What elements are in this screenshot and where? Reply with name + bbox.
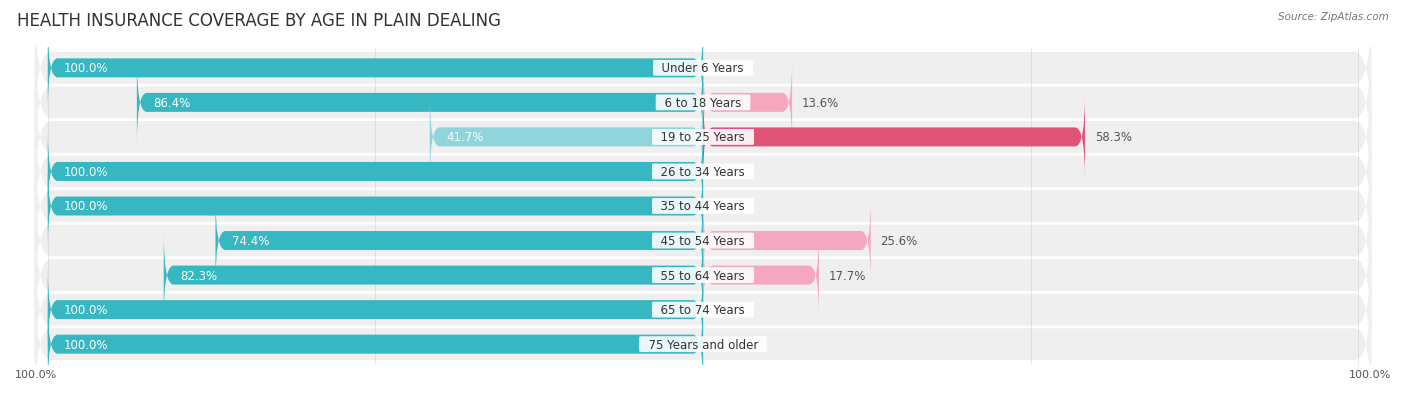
FancyBboxPatch shape (35, 274, 1371, 413)
Text: 58.3%: 58.3% (1095, 131, 1132, 144)
FancyBboxPatch shape (48, 268, 703, 352)
Text: 100.0%: 100.0% (1348, 369, 1391, 379)
FancyBboxPatch shape (35, 136, 1371, 277)
Text: 65 to 74 Years: 65 to 74 Years (654, 304, 752, 316)
FancyBboxPatch shape (430, 95, 703, 180)
FancyBboxPatch shape (163, 233, 703, 318)
Text: 74.4%: 74.4% (232, 235, 270, 247)
Text: HEALTH INSURANCE COVERAGE BY AGE IN PLAIN DEALING: HEALTH INSURANCE COVERAGE BY AGE IN PLAI… (17, 12, 501, 30)
FancyBboxPatch shape (35, 205, 1371, 346)
FancyBboxPatch shape (48, 26, 703, 111)
Text: Source: ZipAtlas.com: Source: ZipAtlas.com (1278, 12, 1389, 22)
Text: 45 to 54 Years: 45 to 54 Years (654, 235, 752, 247)
Text: 100.0%: 100.0% (65, 304, 108, 316)
Text: 19 to 25 Years: 19 to 25 Years (654, 131, 752, 144)
FancyBboxPatch shape (35, 67, 1371, 208)
Text: 86.4%: 86.4% (153, 97, 190, 109)
Text: 17.7%: 17.7% (828, 269, 866, 282)
Text: 6 to 18 Years: 6 to 18 Years (657, 97, 749, 109)
FancyBboxPatch shape (35, 33, 1371, 173)
FancyBboxPatch shape (35, 240, 1371, 380)
Text: 100.0%: 100.0% (65, 62, 108, 75)
FancyBboxPatch shape (35, 102, 1371, 242)
Text: 35 to 44 Years: 35 to 44 Years (654, 200, 752, 213)
Text: 25.6%: 25.6% (880, 235, 918, 247)
FancyBboxPatch shape (136, 61, 703, 145)
FancyBboxPatch shape (703, 95, 1085, 180)
FancyBboxPatch shape (703, 61, 792, 145)
Text: 100.0%: 100.0% (65, 200, 108, 213)
Text: 100.0%: 100.0% (65, 166, 108, 178)
Text: 26 to 34 Years: 26 to 34 Years (654, 166, 752, 178)
Text: 100.0%: 100.0% (15, 369, 58, 379)
Text: 13.6%: 13.6% (801, 97, 839, 109)
FancyBboxPatch shape (35, 0, 1371, 139)
FancyBboxPatch shape (215, 199, 703, 283)
FancyBboxPatch shape (703, 233, 818, 318)
FancyBboxPatch shape (703, 199, 870, 283)
FancyBboxPatch shape (35, 171, 1371, 311)
Text: 100.0%: 100.0% (65, 338, 108, 351)
Text: 82.3%: 82.3% (180, 269, 218, 282)
Text: 41.7%: 41.7% (446, 131, 484, 144)
Text: 55 to 64 Years: 55 to 64 Years (654, 269, 752, 282)
FancyBboxPatch shape (48, 302, 703, 387)
FancyBboxPatch shape (48, 130, 703, 214)
Text: 75 Years and older: 75 Years and older (641, 338, 765, 351)
Text: Under 6 Years: Under 6 Years (655, 62, 751, 75)
FancyBboxPatch shape (48, 164, 703, 249)
